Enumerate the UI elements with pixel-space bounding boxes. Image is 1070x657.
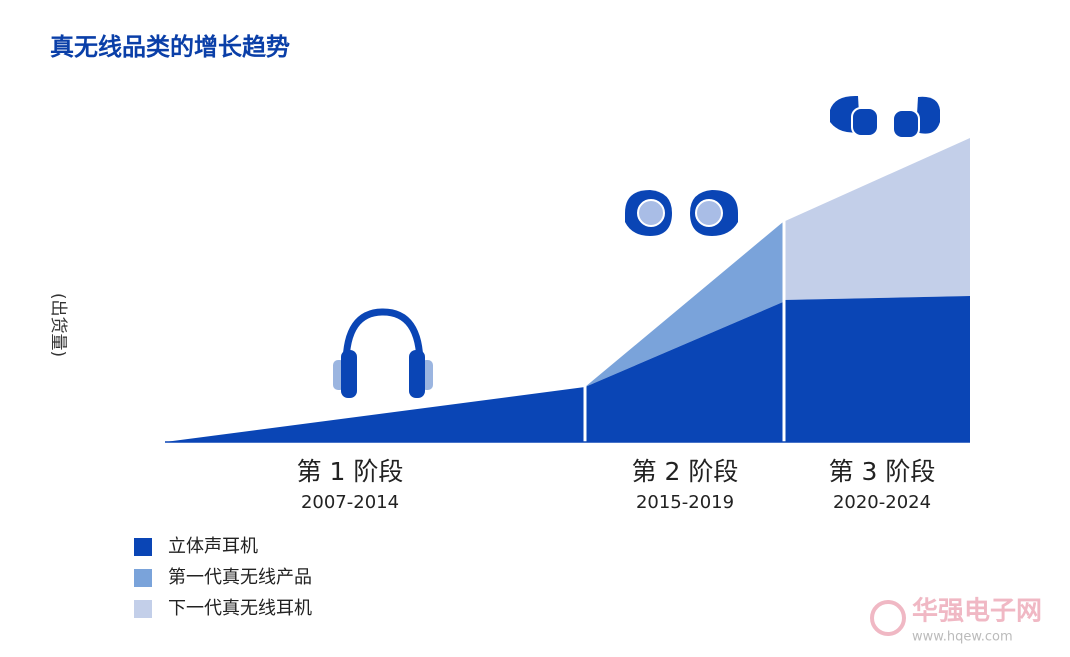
- watermark-logo: [870, 600, 906, 636]
- area-next: [783, 138, 970, 300]
- stage-label: 第 3 阶段: [829, 457, 936, 486]
- stage-label: 第 2 阶段: [632, 457, 739, 486]
- legend-label: 下一代真无线耳机: [168, 598, 312, 619]
- legend-swatch: [134, 600, 152, 618]
- legend-label: 第一代真无线产品: [168, 567, 312, 588]
- area-stereo: [585, 302, 783, 442]
- legend-swatch: [134, 569, 152, 587]
- area-stereo: [783, 296, 970, 442]
- legend-label: 立体声耳机: [168, 536, 258, 557]
- area-gen1: [585, 222, 783, 387]
- area-stereo: [165, 387, 585, 442]
- next-earbuds-icon: [830, 95, 940, 139]
- stage-years: 2015-2019: [636, 492, 734, 513]
- y-label: (出货量): [48, 293, 68, 357]
- watermark: 华强电子网: [912, 596, 1042, 627]
- headphones-icon: [333, 308, 433, 398]
- stage-years: 2007-2014: [301, 492, 399, 513]
- earbuds-icon: [625, 190, 738, 236]
- legend-swatch: [134, 538, 152, 556]
- watermark-url: www.hqew.com: [912, 630, 1013, 645]
- stage-years: 2020-2024: [833, 492, 931, 513]
- stage-label: 第 1 阶段: [297, 457, 404, 486]
- title: 真无线品类的增长趋势: [50, 33, 290, 61]
